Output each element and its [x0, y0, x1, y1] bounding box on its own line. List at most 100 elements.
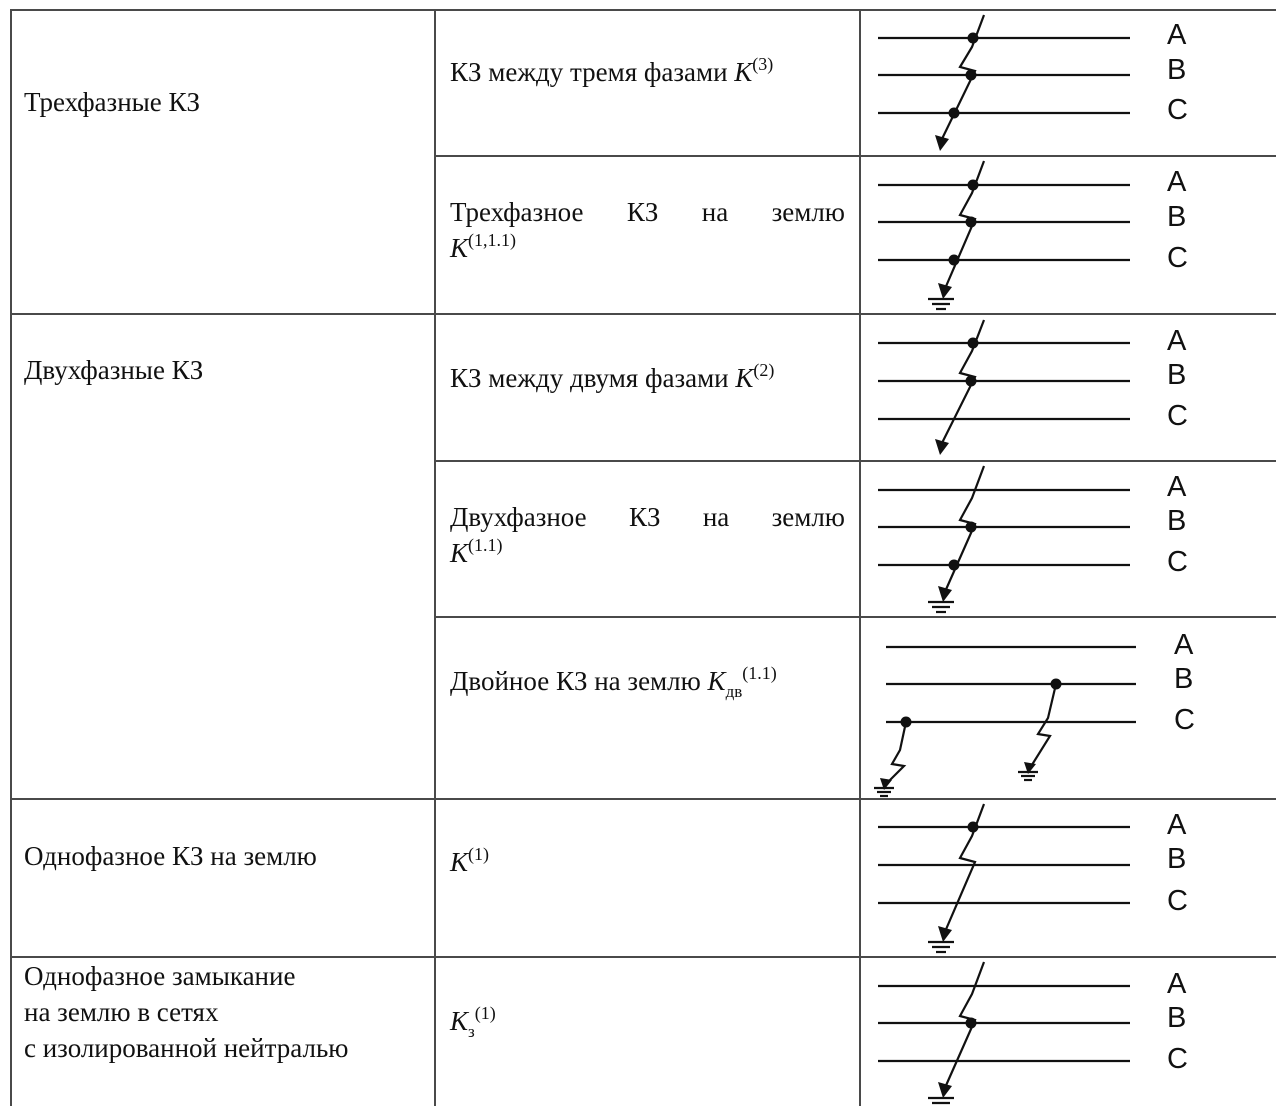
phase-label-a: A [1167, 809, 1187, 841]
diagram-double-ground: A B C [862, 618, 1276, 798]
row-label-isolated-neutral: Kз(1) [450, 995, 496, 1050]
notation-symbol: K [707, 666, 726, 696]
notation-symbol: K [450, 538, 469, 568]
word: землю [771, 502, 845, 532]
fault-arrow-head [935, 135, 949, 151]
fault-bolt [942, 961, 986, 1091]
fault-junction-dot [967, 179, 979, 191]
ground-icon [874, 786, 894, 798]
row-text: Двойное КЗ на землю [450, 666, 701, 696]
diagram-single-phase: A B C [862, 800, 1276, 956]
row-label-single-phase: K(1) [450, 836, 489, 880]
phase-label-a: A [1167, 19, 1187, 51]
column-divider-1 [434, 9, 436, 1106]
word: КЗ [626, 197, 659, 227]
notation-superscript: (1) [468, 844, 490, 864]
phase-label-b: B [1174, 663, 1193, 695]
isolated-neutral-line-3: с изолированной нейтралью [24, 1033, 349, 1063]
word: КЗ [628, 502, 661, 532]
fault-bolt [942, 465, 986, 595]
isolated-neutral-line-2: на землю в сетях [24, 997, 219, 1027]
row-divider-2a [434, 460, 1276, 462]
justified-line: Трехфазное КЗ на землю [450, 194, 845, 230]
row-label-three-phase-ground: Трехфазное КЗ на землю K(1,1.1) [450, 194, 845, 266]
fault-bolt [942, 803, 986, 935]
fault-arrow-head [938, 926, 952, 942]
fault-junction-dot [965, 1017, 977, 1029]
phase-label-b: B [1167, 201, 1186, 233]
fault-junction-dot [967, 337, 979, 349]
diagram-three-phase: A B C [862, 11, 1276, 155]
isolated-neutral-line-1: Однофазное замыкание [24, 961, 296, 991]
ground-icon [928, 600, 954, 614]
table-border-left [10, 9, 12, 1106]
fault-arrow-head [938, 283, 952, 299]
phase-label-a: A [1167, 325, 1187, 357]
notation-symbol: K [450, 1006, 469, 1036]
phase-label-b: B [1167, 1002, 1186, 1034]
ground-icon [928, 297, 954, 311]
group-label-isolated-neutral: Однофазное замыкание на землю в сетях с … [24, 958, 348, 1066]
row-text: КЗ между двумя фазами [450, 363, 729, 393]
justified-line: Двухфазное КЗ на землю [450, 499, 845, 535]
notation-symbol: K [450, 233, 469, 263]
phase-label-c: C [1167, 400, 1188, 432]
phase-label-a: A [1167, 471, 1187, 503]
column-divider-2 [859, 9, 861, 1106]
fault-bolt [939, 319, 986, 448]
fault-arrow-head [938, 586, 952, 602]
word: на [701, 197, 729, 227]
phase-label-a: A [1167, 166, 1187, 198]
fault-bolt [939, 14, 986, 144]
row-divider-group-1 [10, 313, 1276, 315]
fault-junction-dot [965, 521, 977, 533]
fault-junction-dot [948, 559, 960, 571]
word: Двухфазное [450, 502, 587, 532]
row-divider-2b [434, 616, 1276, 618]
phase-label-a: A [1174, 629, 1194, 661]
fault-junction-dot [967, 32, 979, 44]
phase-label-b: B [1167, 505, 1186, 537]
fault-bolt [942, 160, 986, 292]
notation-symbol: K [450, 847, 469, 877]
row-text: КЗ между тремя фазами [450, 57, 728, 87]
fault-junction-dot [967, 821, 979, 833]
row-divider-group-2 [10, 798, 1276, 800]
fault-arrow-head [935, 439, 949, 455]
fault-arrow-head [938, 1082, 952, 1098]
group-label-single-phase: Однофазное КЗ на землю [24, 841, 317, 871]
row-divider-group-3 [10, 956, 1276, 958]
fault-bolt [885, 721, 908, 785]
phase-label-b: B [1167, 359, 1186, 391]
notation-superscript: (2) [753, 360, 775, 380]
notation-superscript: (1,1.1) [468, 230, 517, 250]
phase-label-c: C [1167, 1043, 1188, 1075]
notation-subscript: дв [725, 682, 743, 701]
row-label-three-phase: КЗ между тремя фазами K(3) [450, 46, 773, 90]
phase-label-c: C [1167, 885, 1188, 917]
row-label-two-phase: КЗ между двумя фазами K(2) [450, 352, 774, 396]
phase-label-c: C [1167, 242, 1188, 274]
group-label-two-phase: Двухфазные КЗ [24, 355, 204, 385]
word: на [702, 502, 730, 532]
notation-symbol: K [735, 363, 754, 393]
phase-label-c: C [1167, 546, 1188, 578]
row-label-double-ground: Двойное КЗ на землю Kдв(1.1) [450, 655, 777, 710]
phase-label-c: C [1167, 94, 1188, 126]
fault-junction-dot [965, 69, 977, 81]
fault-bolt [1029, 683, 1058, 769]
fault-junction-dot [965, 375, 977, 387]
phase-label-b: B [1167, 54, 1186, 86]
ground-icon [1018, 770, 1038, 782]
group-label-three-phase: Трехфазные КЗ [24, 87, 201, 117]
diagram-three-phase-ground: A B C [862, 157, 1276, 313]
ground-icon [928, 1096, 954, 1105]
phase-label-c: C [1174, 704, 1195, 736]
notation-superscript: (1.1) [468, 535, 503, 555]
notation-superscript: (1.1) [742, 663, 777, 683]
fault-junction-dot [948, 107, 960, 119]
phase-label-a: A [1167, 968, 1187, 1000]
ground-icon [928, 940, 954, 954]
word: землю [771, 197, 845, 227]
